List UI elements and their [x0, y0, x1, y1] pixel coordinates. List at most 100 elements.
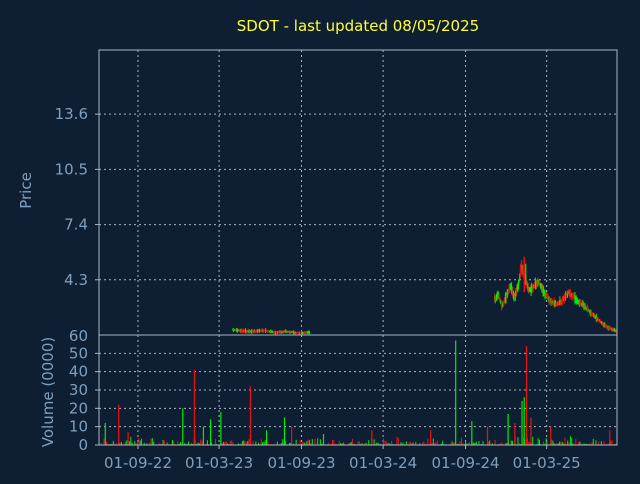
price-candle-body: [520, 265, 522, 273]
price-candle-body: [561, 299, 563, 304]
price-candle-body: [537, 280, 540, 284]
price-candle-body: [516, 286, 518, 291]
price-candle-body: [241, 329, 243, 332]
price-candle-body: [260, 329, 262, 332]
price-candle-body: [591, 313, 594, 315]
price-candle-body: [551, 299, 553, 303]
price-candle-body: [576, 299, 579, 302]
price-candle-body: [590, 311, 592, 315]
price-candle-body: [517, 284, 519, 290]
price-candle-body: [511, 289, 513, 293]
price-candle-body: [502, 303, 504, 307]
price-candle-body: [249, 330, 252, 332]
price-candle-body: [238, 329, 240, 331]
volume-tick-label: 40: [69, 363, 88, 381]
price-candle-body: [236, 329, 238, 331]
price-candle-body: [581, 302, 584, 307]
price-candle-body: [544, 292, 547, 296]
price-candle-body: [253, 330, 255, 332]
price-candle-body: [575, 297, 577, 301]
price-candle-body: [282, 330, 284, 333]
price-candle-body: [532, 285, 534, 290]
price-candle-body: [583, 305, 585, 308]
price-candle-body: [247, 330, 249, 333]
price-candle-body: [573, 296, 575, 299]
price-candle-body: [595, 316, 597, 320]
price-candle-body: [526, 284, 528, 288]
price-candle-body: [248, 330, 250, 332]
price-candle-body: [254, 330, 257, 332]
price-candle-body: [277, 331, 279, 334]
price-candle-body: [285, 330, 287, 333]
price-candle-body: [283, 330, 286, 333]
price-candle-body: [554, 302, 557, 307]
price-candle-body: [588, 309, 590, 312]
price-candle-body: [566, 291, 569, 296]
price-candle-body: [539, 284, 542, 287]
price-candle-body: [503, 301, 505, 303]
price-candle-body: [613, 329, 615, 331]
price-candle-body: [610, 327, 612, 330]
price-candle-body: [546, 295, 548, 298]
price-candle-body: [610, 328, 612, 330]
price-candle-body: [506, 293, 508, 297]
price-candle-body: [497, 293, 499, 297]
price-candle-body: [307, 331, 309, 334]
price-candle-body: [303, 332, 306, 334]
price-candle-body: [499, 297, 501, 301]
price-candle-body: [286, 331, 289, 333]
price-candle-body: [238, 329, 240, 332]
price-candle-body: [300, 332, 302, 334]
price-candle-body: [280, 331, 282, 333]
price-y-ticks: 4.3 7.4 10.5 13.6: [55, 105, 99, 289]
price-candle-body: [266, 330, 268, 332]
price-candle-body: [243, 330, 245, 332]
price-candle-body: [516, 288, 518, 294]
price-candle-body: [494, 296, 496, 301]
price-candle-body: [272, 331, 274, 333]
price-candle-body: [300, 332, 302, 334]
price-candle-body: [596, 317, 598, 320]
price-candle-body: [242, 329, 244, 332]
price-candle-body: [267, 330, 269, 332]
price-candle-body: [576, 298, 578, 302]
price-candle-body: [243, 329, 245, 332]
price-candle-body: [505, 294, 508, 299]
price-candle-body: [505, 295, 507, 301]
price-candle-body: [298, 332, 301, 334]
price-candle-body: [585, 306, 587, 309]
price-candle-body: [265, 330, 267, 332]
price-candle-body: [612, 328, 614, 331]
price-candle-body: [581, 302, 583, 306]
price-candle-body: [522, 271, 525, 275]
price-candle-body: [514, 295, 516, 298]
price-candle-body: [511, 286, 513, 291]
price-candle-body: [281, 331, 284, 333]
price-candle-body: [519, 273, 521, 279]
price-tick-label: 4.3: [64, 271, 88, 289]
price-candle-body: [500, 301, 502, 305]
volume-tick-label: 30: [69, 381, 88, 399]
volume-frame: [98, 334, 618, 446]
price-candle-body: [275, 331, 277, 334]
price-candle-body: [299, 332, 301, 334]
price-candle-body: [291, 331, 293, 333]
price-candle-body: [580, 301, 582, 305]
price-candle-body: [276, 331, 278, 333]
price-candle-body: [542, 288, 544, 293]
price-candle-body: [270, 331, 272, 333]
price-frame: [98, 49, 618, 336]
price-candle-body: [256, 330, 259, 332]
price-candle-body: [295, 332, 297, 334]
chart-title: SDOT - last updated 08/05/2025: [237, 17, 479, 35]
price-candle-body: [579, 301, 581, 304]
price-candle-body: [287, 331, 289, 333]
price-candle-body: [250, 330, 252, 333]
price-candle-body: [549, 298, 552, 302]
price-candle-body: [308, 331, 311, 333]
price-candle-body: [598, 319, 600, 321]
volume-grid: [99, 335, 617, 445]
price-candle-body: [528, 289, 530, 292]
price-candle-body: [289, 330, 291, 333]
